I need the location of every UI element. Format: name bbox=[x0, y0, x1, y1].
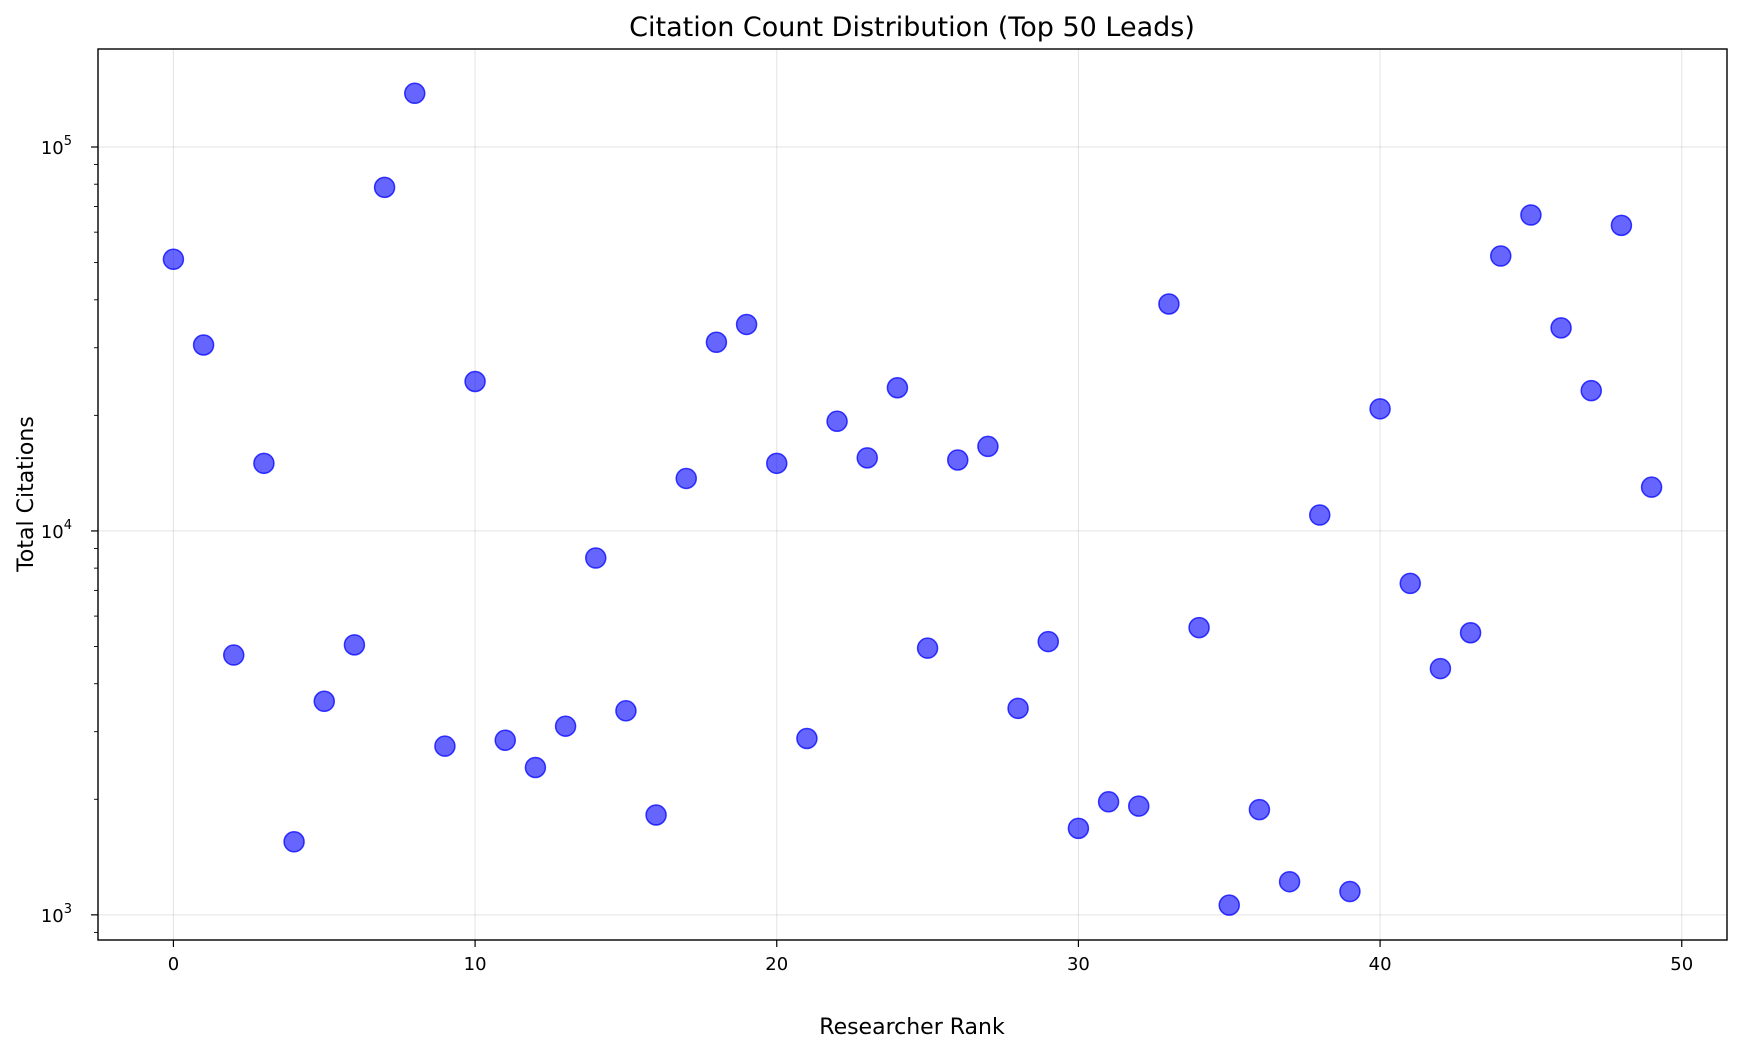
x-tick-label: 30 bbox=[1067, 954, 1090, 975]
ticks-layer: 0 10 20 30 40 50 103 104 105 bbox=[41, 134, 1693, 975]
data-point bbox=[766, 452, 788, 475]
data-point bbox=[796, 727, 818, 750]
data-point bbox=[1429, 657, 1452, 680]
data-point bbox=[494, 729, 516, 751]
data-point bbox=[464, 370, 486, 393]
data-point bbox=[735, 313, 758, 336]
data-point bbox=[283, 831, 305, 853]
y-tick-label: 105 bbox=[41, 134, 72, 159]
data-point bbox=[1309, 504, 1331, 526]
data-point bbox=[404, 82, 426, 105]
data-point bbox=[977, 435, 999, 458]
data-point bbox=[373, 176, 396, 199]
data-point bbox=[554, 715, 577, 737]
data-point bbox=[162, 248, 185, 271]
data-point bbox=[615, 700, 637, 722]
data-point bbox=[192, 334, 215, 356]
data-point bbox=[1369, 398, 1391, 420]
y-tick-label: 103 bbox=[41, 902, 72, 927]
data-point bbox=[1278, 870, 1301, 893]
data-point bbox=[705, 331, 728, 354]
x-axis-label: Researcher Rank bbox=[819, 1015, 1005, 1040]
x-tick-label: 50 bbox=[1670, 954, 1693, 975]
data-point bbox=[1097, 791, 1120, 813]
data-point bbox=[947, 449, 969, 471]
data-point bbox=[675, 467, 697, 490]
chart-title: Citation Count Distribution (Top 50 Lead… bbox=[629, 12, 1195, 43]
data-point bbox=[1218, 894, 1240, 916]
data-point bbox=[1339, 880, 1361, 903]
data-point bbox=[1037, 630, 1059, 653]
data-point bbox=[1550, 317, 1572, 339]
x-tick-label: 40 bbox=[1369, 954, 1392, 975]
data-point bbox=[856, 447, 878, 469]
x-tick-label: 0 bbox=[168, 954, 179, 975]
data-point bbox=[1490, 245, 1512, 267]
data-point bbox=[434, 735, 456, 757]
data-point bbox=[223, 644, 245, 666]
data-point bbox=[1459, 621, 1482, 644]
data-point bbox=[1580, 379, 1602, 402]
data-point bbox=[1067, 817, 1090, 840]
data-point bbox=[253, 452, 275, 475]
data-point bbox=[645, 804, 667, 826]
points-layer bbox=[162, 82, 1663, 916]
data-point bbox=[1399, 572, 1421, 595]
x-tick-label: 10 bbox=[464, 954, 487, 975]
data-point bbox=[1610, 214, 1633, 237]
x-tick-label: 20 bbox=[765, 954, 788, 975]
data-point bbox=[916, 637, 939, 659]
data-point bbox=[524, 756, 547, 779]
data-point bbox=[886, 377, 909, 399]
grid-layer bbox=[98, 49, 1727, 940]
data-point bbox=[313, 690, 335, 713]
data-point bbox=[1007, 697, 1029, 720]
data-point bbox=[1158, 293, 1180, 315]
plot-frame bbox=[97, 48, 1728, 941]
y-tick-label: 104 bbox=[41, 518, 72, 543]
data-point bbox=[1188, 616, 1210, 639]
data-point bbox=[1248, 798, 1271, 821]
data-point bbox=[343, 634, 366, 656]
data-point bbox=[1520, 204, 1542, 226]
data-point bbox=[585, 547, 607, 569]
y-axis-label: Total Citations bbox=[14, 416, 39, 573]
data-point bbox=[1128, 795, 1150, 817]
data-point bbox=[826, 410, 848, 433]
data-point bbox=[1640, 476, 1663, 498]
